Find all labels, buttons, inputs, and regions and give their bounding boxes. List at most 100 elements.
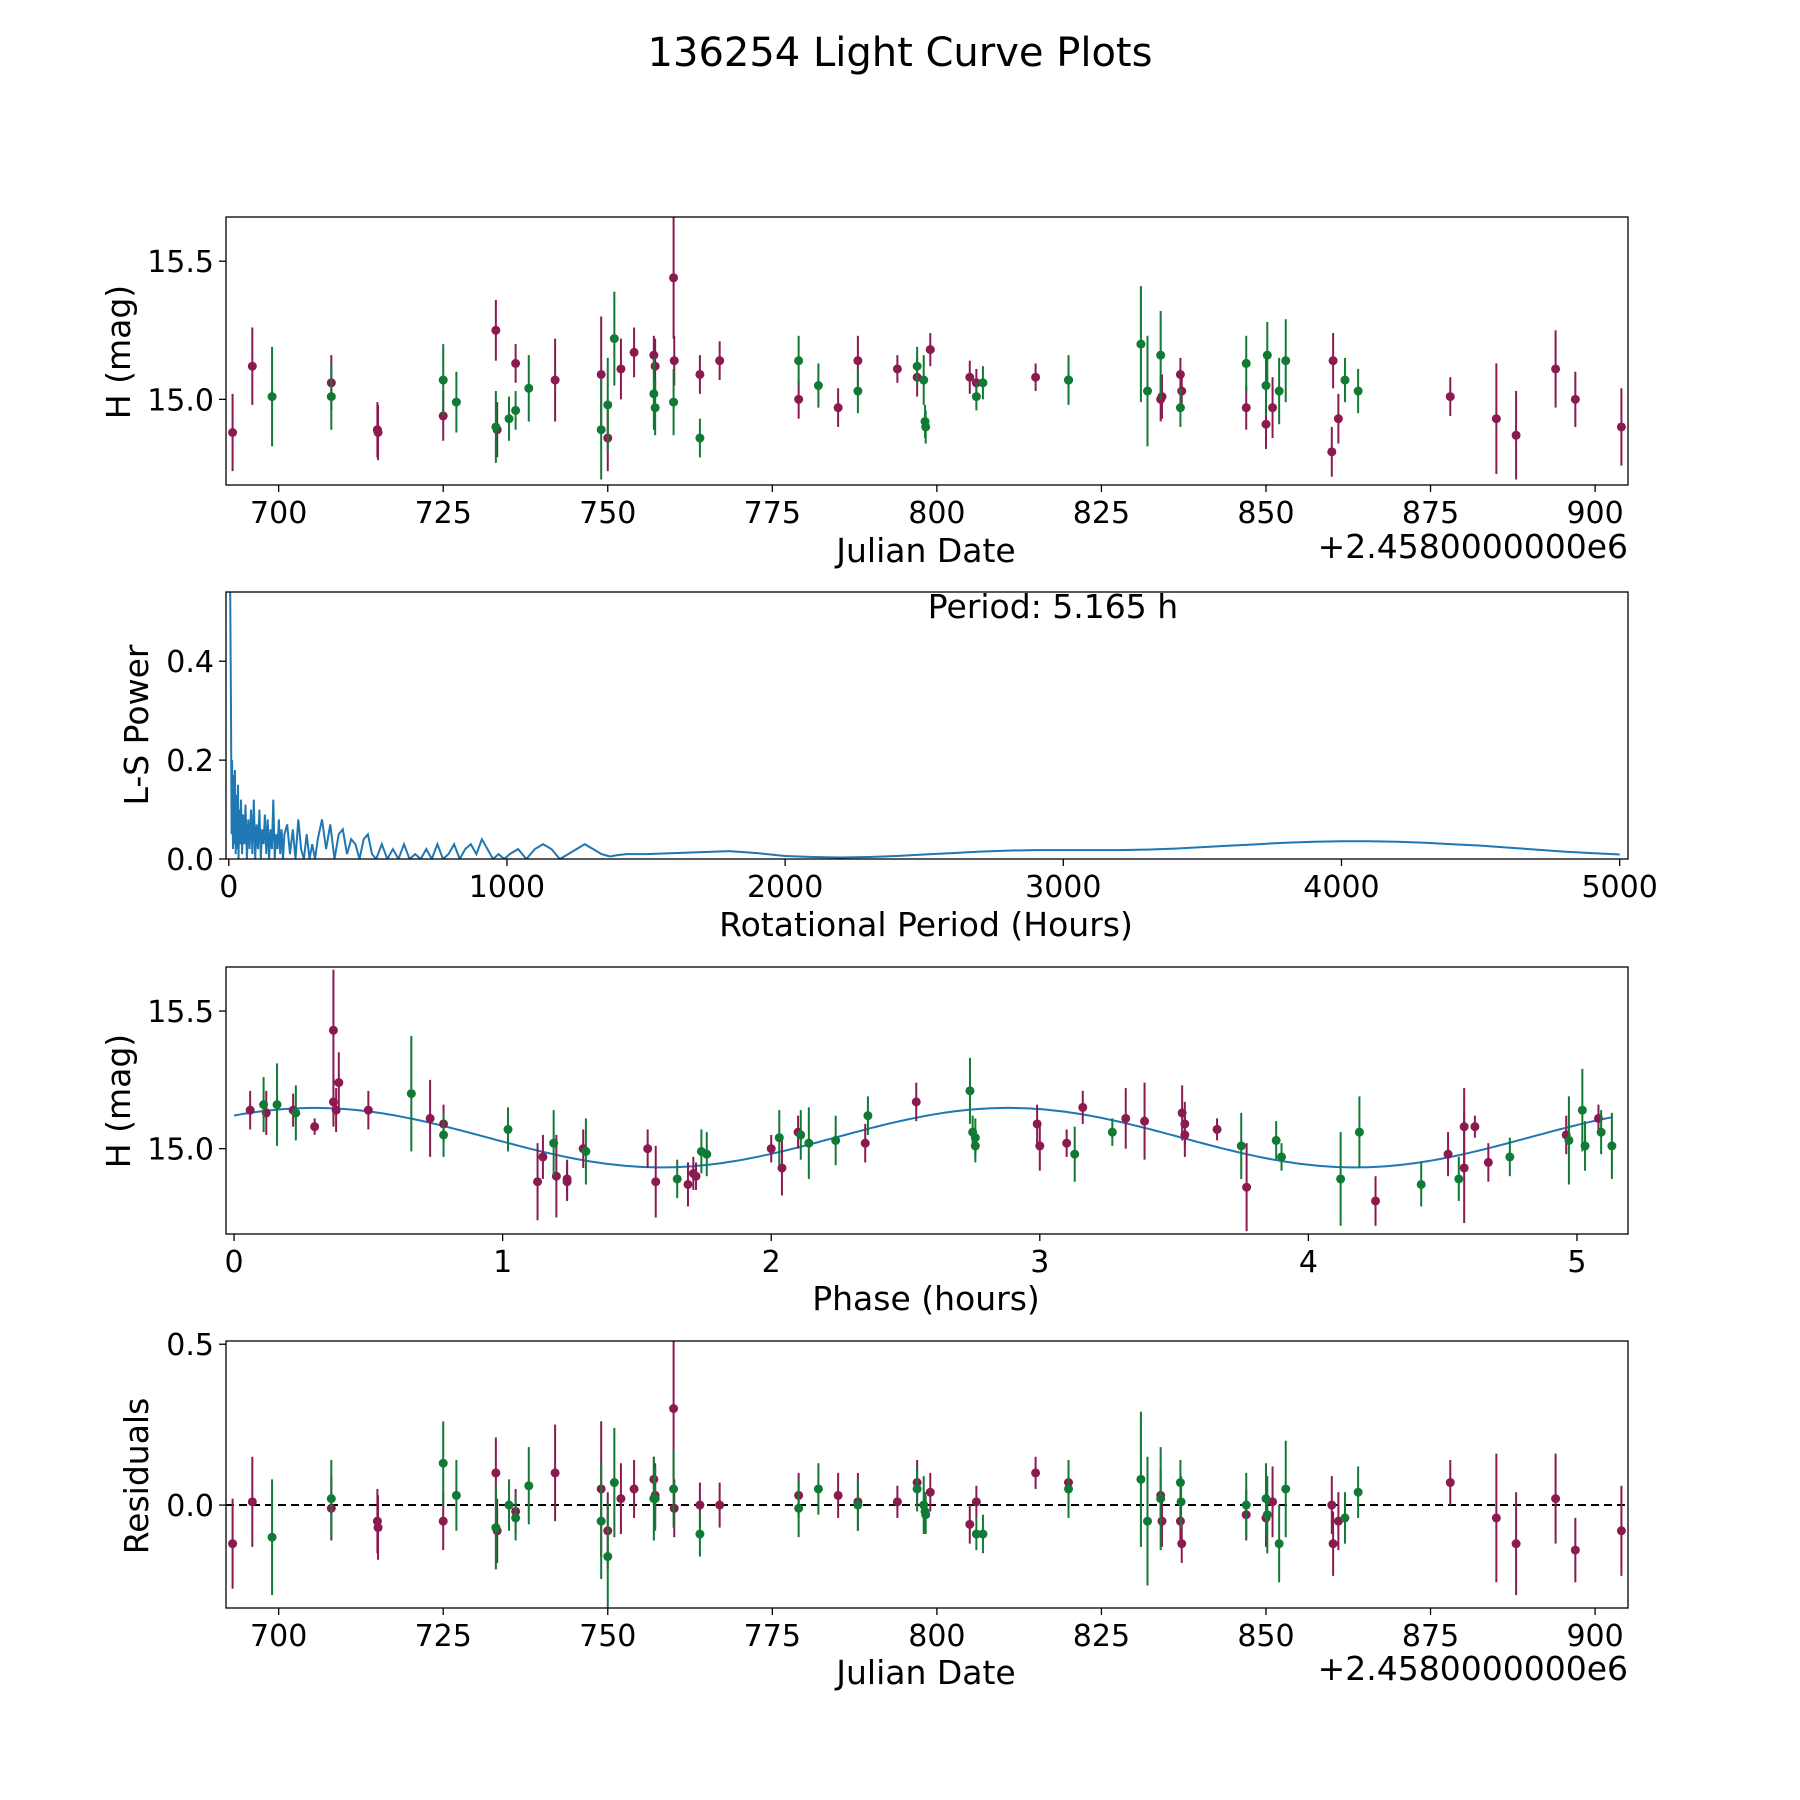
data-point (549, 1138, 559, 1148)
data-point (669, 397, 679, 407)
periodogram-ytick-label: 0.2 (166, 744, 214, 779)
data-point (669, 273, 679, 283)
data-point (1157, 1516, 1167, 1526)
data-point (1241, 1500, 1251, 1510)
data-point (504, 414, 514, 424)
data-point (1570, 394, 1580, 404)
data-point (921, 422, 931, 432)
data-point (978, 378, 988, 388)
data-point (794, 1503, 804, 1513)
data-point (1445, 1478, 1455, 1488)
residuals-offset-text: +2.4580000000e6 (1318, 1649, 1628, 1688)
data-point (912, 1484, 922, 1494)
phased-model-curve (233, 1106, 1613, 1169)
data-point (504, 1500, 514, 1510)
periodogram-xtick-label: 2000 (747, 870, 823, 905)
data-point (965, 372, 975, 382)
data-point (1459, 1122, 1469, 1132)
data-point (1277, 1152, 1287, 1162)
data-point (1262, 350, 1272, 360)
light-curve-xtick-label: 875 (1402, 496, 1459, 531)
data-point (581, 1146, 591, 1156)
data-point (1064, 1484, 1074, 1494)
data-point (596, 1516, 606, 1526)
data-point (1340, 375, 1350, 385)
data-point (1596, 1127, 1606, 1137)
phased-plot-area (233, 969, 1617, 1232)
data-point (524, 1481, 534, 1491)
data-point (1136, 339, 1146, 349)
data-point (267, 392, 277, 402)
phased-xtick-label: 3 (1030, 1245, 1049, 1280)
data-point (804, 1138, 814, 1148)
data-point (267, 1532, 277, 1542)
data-point (1176, 1497, 1186, 1507)
data-point (777, 1163, 787, 1173)
data-point (1491, 1513, 1501, 1523)
light-curve-series-band-a (228, 217, 1626, 480)
residuals-xtick-label: 725 (415, 1619, 472, 1654)
phased-series-band-a (245, 969, 1603, 1232)
data-point (1031, 1468, 1041, 1478)
periodogram-annotation: Period: 5.165 h (928, 587, 1178, 626)
data-point (228, 1539, 238, 1549)
data-point (702, 1149, 712, 1159)
periodogram-xlabel: Rotational Period (Hours) (719, 905, 1133, 944)
data-point (1353, 386, 1363, 396)
data-point (363, 1105, 373, 1115)
light-curve-xtick-label: 750 (579, 496, 636, 531)
data-point (511, 405, 521, 415)
data-point (1551, 364, 1561, 374)
data-point (650, 1494, 660, 1504)
phased-light-curve-panel: Phase (hours) H (mag) 0 1 2 3 4 5 15.0 15.5 (99, 966, 1629, 1318)
residuals-xtick-label: 700 (250, 1619, 307, 1654)
data-point (911, 1097, 921, 1107)
periodogram-panel: Period: 5.165 h Rotational Period (Hours… (117, 587, 1658, 944)
data-point (1241, 403, 1251, 413)
data-point (1607, 1141, 1617, 1151)
data-point (1212, 1124, 1222, 1134)
data-point (1261, 419, 1271, 429)
data-point (1121, 1113, 1131, 1123)
data-point (965, 1086, 975, 1096)
data-point (406, 1089, 416, 1099)
data-point (1274, 1539, 1284, 1549)
data-point (669, 356, 679, 366)
data-point (228, 428, 238, 438)
data-point (511, 358, 521, 368)
data-point (695, 1500, 705, 1510)
data-point (1443, 1149, 1453, 1159)
data-point (310, 1122, 320, 1132)
data-point (1580, 1141, 1590, 1151)
residuals-xlabel: Julian Date (834, 1653, 1016, 1692)
data-point (669, 1484, 679, 1494)
data-point (1064, 375, 1074, 385)
data-point (1031, 372, 1041, 382)
periodogram-xtick-label: 5000 (1581, 870, 1657, 905)
data-point (715, 1500, 725, 1510)
data-point (970, 1141, 980, 1151)
residuals-xtick-label: 900 (1566, 1619, 1623, 1654)
residuals-series-band-a (228, 1341, 1626, 1596)
phased-series-band-b (259, 1035, 1617, 1226)
data-point (1070, 1149, 1080, 1159)
data-point (912, 361, 922, 371)
light-curve-xtick-label: 775 (744, 496, 801, 531)
data-point (1445, 392, 1455, 402)
data-point (616, 364, 626, 374)
phased-axes-frame (225, 966, 1629, 1235)
data-point (533, 1177, 543, 1187)
data-point (650, 403, 660, 413)
light-curve-ylabel: H (mag) (99, 285, 138, 419)
data-point (691, 1171, 701, 1181)
data-point (813, 381, 823, 391)
residuals-xtick-label: 775 (744, 1619, 801, 1654)
data-point (1261, 381, 1271, 391)
data-point (439, 1130, 449, 1140)
periodogram-xtick-label: 3000 (1025, 870, 1101, 905)
data-point (796, 1130, 806, 1140)
light-curve-axes-frame (225, 216, 1629, 486)
data-point (272, 1100, 282, 1110)
data-point (1483, 1157, 1493, 1167)
data-point (1156, 350, 1166, 360)
